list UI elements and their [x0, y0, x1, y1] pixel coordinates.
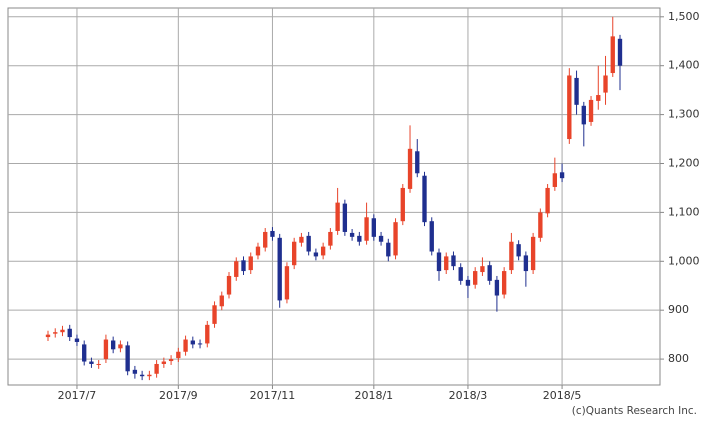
candle-body: [241, 260, 246, 272]
candle-body: [125, 345, 130, 372]
x-tick-label: 2018/5: [543, 389, 582, 402]
candle-body: [357, 235, 362, 242]
candle-body: [110, 340, 116, 350]
candle-body: [103, 339, 109, 360]
candle-body: [299, 236, 304, 243]
candle-body: [89, 361, 94, 364]
candle-body: [161, 361, 167, 364]
candle-body: [234, 261, 239, 277]
candle-body: [306, 235, 311, 252]
x-tick-label: 2017/9: [159, 389, 198, 402]
candle-body: [501, 271, 507, 295]
candle-body: [335, 202, 340, 231]
candle-body: [567, 75, 572, 140]
y-tick-label: 1,000: [668, 254, 700, 267]
candle-body: [378, 235, 384, 242]
plot-frame: [7, 7, 661, 386]
candle-body: [118, 344, 123, 349]
candle-body: [400, 187, 405, 222]
y-tick-label: 900: [668, 303, 689, 316]
y-tick-label: 1,400: [668, 59, 700, 72]
x-tick-label: 2018/1: [354, 389, 393, 402]
candle-body: [407, 148, 413, 189]
candle-body: [509, 241, 514, 271]
y-tick-label: 1,500: [668, 10, 700, 23]
credit: (c)Quants Research Inc.: [572, 405, 697, 417]
candle-body: [60, 329, 65, 333]
candle-body: [415, 151, 420, 174]
candle-body: [588, 99, 594, 122]
candle-body: [364, 217, 369, 241]
candle-body: [574, 77, 579, 105]
candle-body: [248, 256, 253, 271]
candle-body: [342, 203, 348, 232]
candle-body: [67, 328, 72, 338]
candle-body: [458, 267, 463, 281]
candle-body: [197, 343, 203, 345]
candle-body: [328, 231, 333, 246]
candle-body: [45, 334, 51, 338]
y-tick-label: 1,100: [668, 205, 700, 218]
candle-body: [320, 246, 326, 256]
candle-body: [349, 232, 355, 237]
candle-body: [552, 173, 558, 187]
candle-body: [530, 236, 536, 271]
candle-body: [74, 338, 80, 342]
candle-body: [82, 344, 87, 362]
x-tick-label: 2017/7: [58, 389, 97, 402]
candle-body: [313, 252, 319, 257]
candle-body: [53, 332, 58, 334]
candle-body: [284, 266, 290, 300]
candle-body: [494, 279, 500, 296]
candle-body: [480, 266, 485, 273]
candle-body: [473, 271, 478, 285]
y-tick-label: 1,300: [668, 108, 700, 121]
x-tick-label: 2017/11: [250, 389, 296, 402]
candle-body: [422, 175, 427, 223]
candle-body: [183, 339, 188, 352]
candle-body: [429, 221, 434, 252]
y-tick-label: 800: [668, 352, 689, 365]
candle-body: [263, 231, 268, 248]
candle-body: [386, 242, 391, 257]
candle-body: [176, 351, 181, 359]
candle-body: [205, 324, 210, 344]
x-tick-label: 2018/3: [449, 389, 488, 402]
candle-body: [559, 172, 565, 179]
candle-body: [168, 359, 174, 362]
candle-body: [523, 255, 529, 272]
candle-body: [147, 374, 152, 377]
candle-body: [545, 187, 550, 214]
candle-body: [393, 222, 398, 256]
candle-body: [255, 246, 261, 256]
candle-body: [219, 295, 224, 307]
candle-body: [292, 241, 297, 266]
candle-body: [371, 218, 376, 237]
candle-body: [487, 265, 492, 281]
candle-body: [617, 38, 623, 66]
candle-body: [139, 374, 145, 377]
y-tick-label: 1,200: [668, 156, 700, 169]
candle-body: [436, 252, 442, 272]
candle-body: [603, 75, 608, 93]
candle-body: [465, 279, 471, 286]
candle-body: [226, 275, 232, 295]
candle-body: [596, 95, 601, 101]
candle-body: [190, 340, 195, 345]
candle-body: [538, 212, 543, 238]
candle-body: [132, 369, 138, 374]
candle-body: [277, 237, 282, 301]
candle-body: [444, 256, 449, 271]
candle-body: [451, 255, 456, 267]
candle-body: [154, 363, 159, 374]
candle-body: [212, 305, 217, 324]
candle-body: [96, 363, 101, 365]
candle-body: [516, 244, 521, 257]
candle-body: [581, 105, 586, 125]
candle-body: [270, 230, 275, 237]
candle-body: [610, 36, 615, 74]
